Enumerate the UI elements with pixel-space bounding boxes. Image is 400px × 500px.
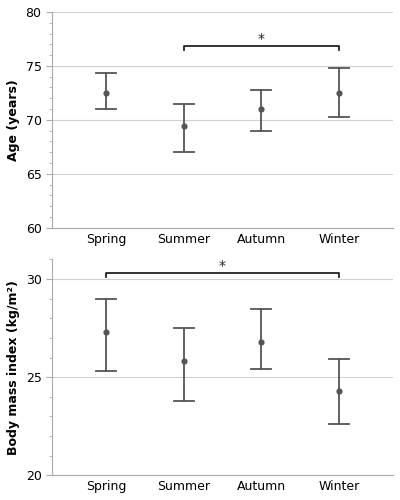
Point — [103, 328, 109, 336]
Point — [258, 105, 264, 113]
Text: *: * — [219, 259, 226, 273]
Point — [258, 338, 264, 346]
Text: *: * — [258, 32, 265, 46]
Y-axis label: Age (years): Age (years) — [7, 79, 20, 160]
Y-axis label: Body mass index (kg/m²): Body mass index (kg/m²) — [7, 280, 20, 455]
Point — [180, 122, 187, 130]
Point — [336, 387, 342, 395]
Point — [336, 89, 342, 97]
Point — [103, 89, 109, 97]
Point — [180, 358, 187, 366]
